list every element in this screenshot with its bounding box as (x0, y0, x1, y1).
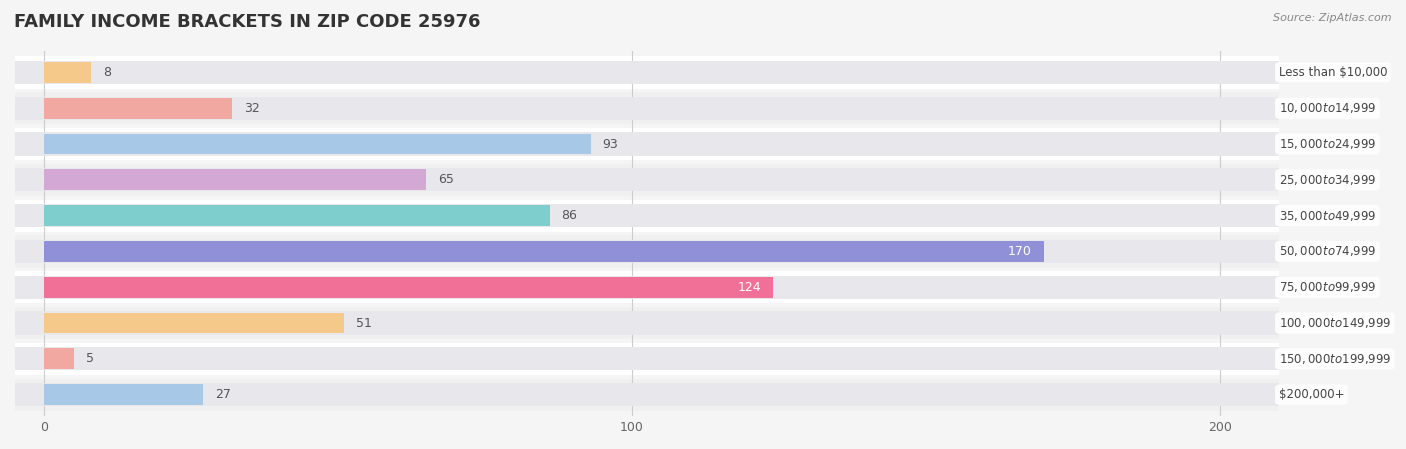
Text: 86: 86 (561, 209, 578, 222)
Bar (15, 56, 1278, 88)
Bar (15, 276, 1278, 299)
Bar (15, 383, 1278, 406)
Text: $50,000 to $74,999: $50,000 to $74,999 (1278, 244, 1376, 259)
Bar (15, 61, 1278, 84)
Bar (45, 62, 91, 83)
Text: $25,000 to $34,999: $25,000 to $34,999 (1278, 173, 1376, 187)
Bar (15, 199, 1278, 232)
Text: 124: 124 (738, 281, 762, 294)
Text: 93: 93 (603, 137, 619, 150)
Bar (45, 134, 591, 154)
Bar (45, 98, 232, 119)
Bar (45, 277, 773, 298)
Bar (15, 235, 1278, 268)
Bar (15, 97, 1278, 120)
Bar (15, 92, 1278, 124)
Bar (15, 168, 1278, 191)
Text: 32: 32 (245, 102, 260, 114)
Text: 65: 65 (439, 173, 454, 186)
Text: $150,000 to $199,999: $150,000 to $199,999 (1278, 352, 1391, 366)
Bar (15, 240, 1278, 263)
Bar (15, 271, 1278, 304)
Text: $100,000 to $149,999: $100,000 to $149,999 (1278, 316, 1391, 330)
Text: $10,000 to $14,999: $10,000 to $14,999 (1278, 101, 1376, 115)
Text: 8: 8 (103, 66, 111, 79)
Bar (15, 128, 1278, 160)
Bar (15, 379, 1278, 411)
Text: $35,000 to $49,999: $35,000 to $49,999 (1278, 209, 1376, 223)
Bar (15, 307, 1278, 339)
Bar (45, 384, 202, 405)
Bar (15, 204, 1278, 227)
Text: Source: ZipAtlas.com: Source: ZipAtlas.com (1274, 13, 1392, 23)
Text: Less than $10,000: Less than $10,000 (1278, 66, 1388, 79)
Bar (45, 348, 73, 369)
Bar (45, 205, 550, 226)
Bar (15, 132, 1278, 156)
Bar (15, 164, 1278, 196)
Text: 27: 27 (215, 388, 231, 401)
Bar (15, 347, 1278, 370)
Text: 5: 5 (86, 352, 94, 365)
Bar (45, 313, 344, 334)
Text: $200,000+: $200,000+ (1278, 388, 1344, 401)
Bar (15, 343, 1278, 375)
Bar (45, 241, 1043, 262)
Text: FAMILY INCOME BRACKETS IN ZIP CODE 25976: FAMILY INCOME BRACKETS IN ZIP CODE 25976 (14, 13, 481, 31)
Bar (15, 312, 1278, 335)
Text: 170: 170 (1008, 245, 1032, 258)
Text: 51: 51 (356, 317, 371, 330)
Text: $15,000 to $24,999: $15,000 to $24,999 (1278, 137, 1376, 151)
Bar (45, 169, 426, 190)
Text: $75,000 to $99,999: $75,000 to $99,999 (1278, 280, 1376, 294)
